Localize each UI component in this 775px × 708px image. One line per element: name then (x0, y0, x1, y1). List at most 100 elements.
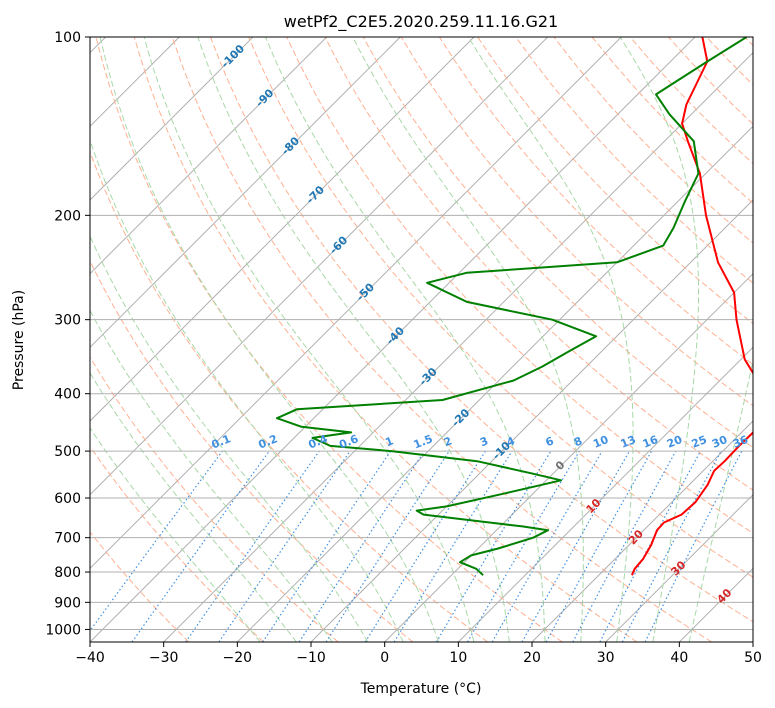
dry-adiabat-line (95, 37, 563, 642)
mixing-ratio-label: 30 (710, 433, 729, 451)
x-tick-label: −30 (149, 650, 179, 666)
mixing-ratio-line (298, 450, 425, 642)
isotherm-line (531, 420, 753, 642)
x-tick-label: 10 (449, 650, 467, 666)
dry-adiabat-line (515, 37, 753, 284)
isotherm-line (605, 493, 753, 642)
x-axis: −40 −30 −20 −10 0 10 20 30 40 50 (75, 642, 762, 666)
x-tick-label: −20 (223, 650, 253, 666)
y-axis-title: Pressure (hPa) (11, 290, 27, 390)
mixing-ratio-label: 8 (572, 434, 584, 449)
mixing-ratio-line (90, 450, 223, 632)
mixing-ratio-label: 25 (690, 433, 709, 451)
dry-adiabat-line (171, 37, 712, 642)
y-tick-label: 100 (54, 30, 81, 46)
x-axis-title: Temperature (°C) (360, 681, 482, 697)
dry-adiabat-line (400, 37, 753, 407)
x-tick-label: 30 (597, 650, 615, 666)
dry-adiabat-line (133, 37, 638, 642)
moist-adiabat-line (197, 37, 510, 642)
mixing-ratio-line (262, 450, 392, 642)
x-tick-label: 0 (380, 650, 389, 666)
x-tick-label: 50 (744, 650, 762, 666)
y-tick-label: 800 (54, 565, 81, 581)
dry-adiabat-line (553, 37, 753, 244)
dry-adiabat-line (90, 259, 414, 642)
isotherm-line (678, 567, 753, 642)
isotherm-line (90, 37, 328, 275)
moist-adiabat-line (265, 37, 546, 642)
y-tick-label: 300 (54, 313, 81, 329)
y-tick-label: 1000 (45, 622, 81, 638)
mixing-ratio-line (435, 450, 552, 642)
moist-adiabat-line (467, 37, 634, 642)
pressure-grid (90, 37, 753, 630)
mixing-ratio-label: 36 (731, 433, 750, 451)
isotherm-line (90, 37, 475, 422)
isotherm-line (90, 37, 254, 201)
dry-adiabat-line (438, 37, 753, 366)
isotherm-line (90, 37, 401, 349)
dry-adiabat-line (210, 37, 753, 623)
mixing-ratio-label: 1 (383, 434, 395, 449)
mixing-ratio-label: 2 (442, 434, 454, 449)
sounding-profiles (276, 37, 753, 576)
moist-adiabat-line (352, 37, 584, 642)
y-tick-label: 200 (54, 208, 81, 224)
mixing-ratio-label: 3 (478, 434, 490, 449)
isotherm-line (90, 37, 622, 570)
isotherm-line (90, 37, 549, 496)
y-tick-label: 500 (54, 444, 81, 460)
isotherm-line (163, 51, 753, 642)
mixing-ratio-line (185, 450, 320, 642)
moist-adiabat-line (90, 138, 404, 642)
isotherm-line (236, 125, 753, 642)
dry-adiabat-line (90, 150, 488, 642)
plot-frame (89, 36, 754, 643)
dewpoint-line (276, 37, 748, 576)
y-tick-label: 700 (54, 531, 81, 547)
moist-adiabat-line (90, 235, 369, 642)
mixing-ratio-line (131, 450, 270, 642)
y-tick-label: 400 (54, 387, 81, 403)
background-lines (90, 37, 753, 642)
mixing-ratio-label: 13 (619, 433, 638, 451)
y-tick-label: 900 (54, 595, 81, 611)
y-tick-label: 600 (54, 491, 81, 507)
dry-adiabat-line (744, 37, 753, 47)
mixing-ratio-line (325, 450, 450, 642)
x-tick-label: 40 (670, 650, 688, 666)
isotherm-line (752, 641, 753, 642)
chart-title: wetPf2_C2E5.2020.259.11.16.G21 (284, 12, 558, 32)
temperature-line (630, 37, 753, 576)
dry-adiabat-line (90, 445, 264, 642)
isotherm-line (90, 37, 696, 642)
moist-adiabat-line (90, 371, 297, 642)
mixing-ratio-line (572, 450, 677, 642)
mixing-ratio-label: 20 (665, 433, 684, 451)
mixing-ratio-line (644, 450, 743, 642)
dry-adiabat-line (248, 37, 753, 578)
dry-adiabat-line (90, 531, 190, 642)
x-tick-label: −10 (296, 650, 326, 666)
moist-adiabat-line (90, 427, 261, 642)
moist-adiabat-line (688, 358, 753, 642)
mixing-ratio-label: 6 (544, 434, 556, 449)
mixing-ratio-line (393, 450, 513, 642)
moist-adiabat-line (90, 309, 333, 642)
mixing-ratio-label: 0.1 (210, 432, 233, 451)
mixing-ratio-line (545, 450, 653, 642)
dry-adiabat-line (90, 356, 339, 642)
mixing-ratio-label: 10 (591, 433, 610, 451)
moist-adiabat-line (143, 37, 475, 642)
dry-adiabat-line (286, 37, 753, 534)
mixing-ratio-line (521, 450, 631, 642)
x-tick-label: 20 (523, 650, 541, 666)
isotherm-line (384, 272, 753, 642)
y-axis: 100 200 300 400 500 600 700 800 900 1000 (45, 30, 90, 638)
moist-adiabat-line (99, 37, 439, 642)
isotherm-line (457, 346, 753, 642)
moist-adiabat-line (619, 37, 699, 642)
mixing-ratio-line (218, 450, 351, 642)
